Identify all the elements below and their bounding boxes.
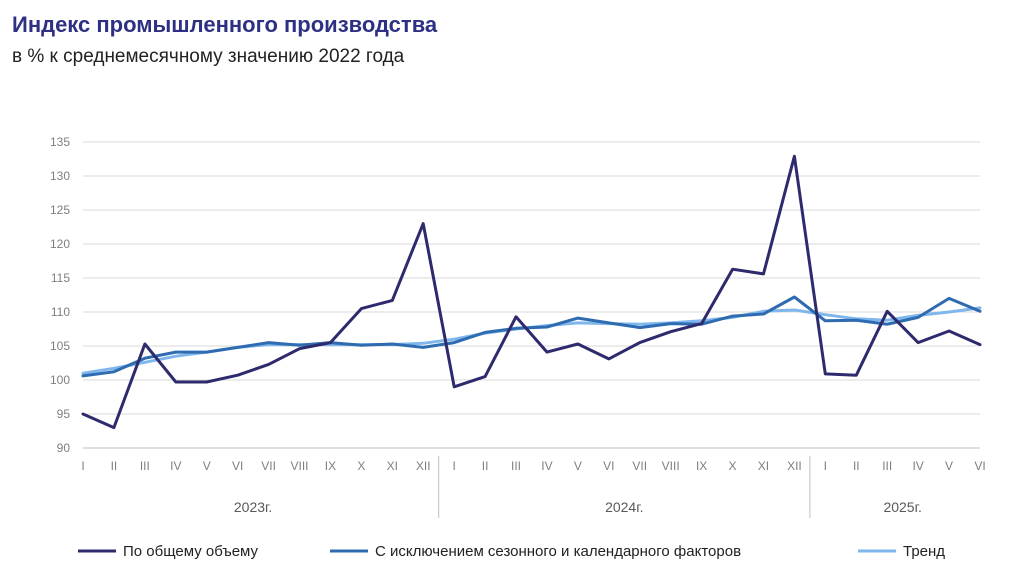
x-tick-label: XI: [387, 459, 398, 473]
x-tick-label: I: [824, 459, 827, 473]
x-tick-label: XI: [758, 459, 769, 473]
x-tick-label: II: [482, 459, 489, 473]
x-tick-label: III: [140, 459, 150, 473]
x-tick-label: IX: [696, 459, 707, 473]
chart-title: Индекс промышленного производства: [12, 12, 438, 37]
x-tick-label: VIII: [662, 459, 680, 473]
legend-label: Тренд: [903, 543, 945, 560]
x-tick-label: IV: [541, 459, 552, 473]
x-tick-label: I: [81, 459, 84, 473]
x-tick-label: I: [453, 459, 456, 473]
x-tick-label: XII: [787, 459, 802, 473]
y-tick-label: 95: [57, 407, 71, 421]
x-tick-label: V: [574, 459, 582, 473]
x-tick-label: III: [511, 459, 521, 473]
x-tick-label: X: [357, 459, 365, 473]
y-tick-label: 115: [51, 271, 70, 285]
x-tick-label: IV: [912, 459, 923, 473]
x-tick-label: X: [729, 459, 737, 473]
x-tick-label: V: [945, 459, 953, 473]
y-tick-label: 90: [57, 441, 71, 455]
y-tick-label: 135: [50, 135, 70, 149]
x-tick-label: IV: [170, 459, 181, 473]
y-tick-label: 105: [50, 339, 70, 353]
legend-label: По общему объему: [123, 543, 259, 560]
series-line: [81, 154, 982, 430]
x-tick-label: II: [111, 459, 118, 473]
series-line: [81, 306, 982, 375]
x-tick-label: VI: [603, 459, 614, 473]
x-tick-label: VII: [261, 459, 276, 473]
y-tick-label: 125: [50, 203, 70, 217]
x-tick-label: III: [882, 459, 892, 473]
y-tick-label: 110: [51, 305, 70, 319]
y-tick-label: 100: [50, 373, 70, 387]
legend-label: С исключением сезонного и календарного ф…: [375, 543, 741, 560]
year-label: 2024г.: [605, 499, 643, 515]
year-label: 2023г.: [234, 499, 272, 515]
chart-subtitle: в % к среднемесячному значению 2022 года: [12, 46, 405, 67]
x-tick-label: XII: [416, 459, 431, 473]
x-tick-label: V: [203, 459, 211, 473]
year-label: 2025г.: [883, 499, 921, 515]
x-tick-label: VI: [232, 459, 243, 473]
x-tick-label: VIII: [291, 459, 309, 473]
series-line: [81, 295, 982, 378]
y-tick-label: 130: [50, 169, 70, 183]
y-tick-label: 120: [50, 237, 70, 251]
x-tick-label: VII: [632, 459, 647, 473]
x-tick-label: IX: [325, 459, 336, 473]
x-tick-label: VI: [974, 459, 985, 473]
x-tick-label: II: [853, 459, 860, 473]
